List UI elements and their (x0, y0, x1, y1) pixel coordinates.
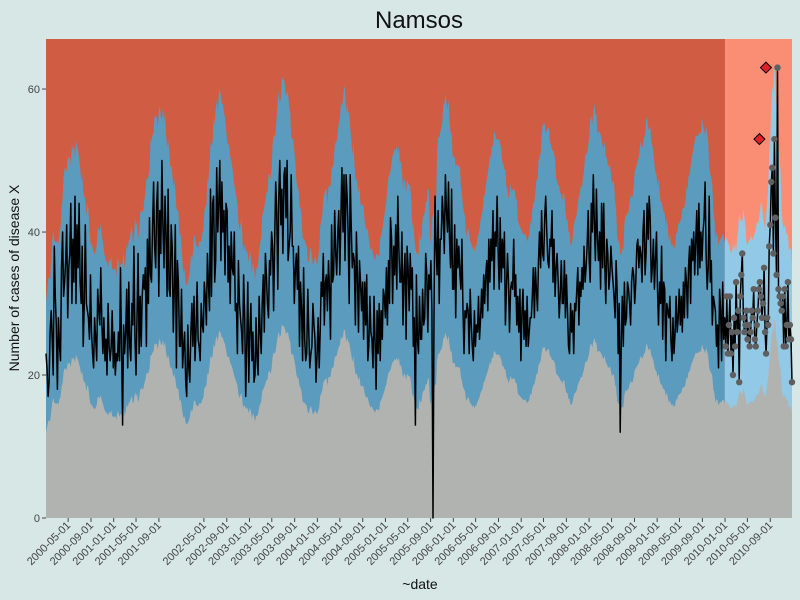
points-layer (722, 61, 796, 386)
current-data-point (777, 300, 784, 307)
current-data-point (781, 286, 788, 293)
current-data-point (767, 221, 774, 229)
y-axis-title: Number of cases of disease X (6, 184, 22, 371)
current-data-point (741, 328, 748, 336)
current-data-point (739, 250, 746, 257)
current-data-point (740, 314, 747, 321)
current-data-point (764, 314, 771, 321)
y-tick-label: 20 (28, 370, 40, 382)
current-data-point (722, 343, 729, 350)
current-data-point (766, 243, 773, 250)
current-data-point (773, 271, 780, 279)
current-data-point (786, 321, 794, 329)
current-data-point (782, 343, 789, 350)
series-line (45, 66, 793, 519)
current-data-point (747, 328, 754, 336)
current-data-point (727, 350, 735, 357)
x-axis-title: ~date (402, 576, 438, 592)
current-data-point (761, 328, 769, 336)
current-data-point (730, 314, 738, 321)
y-tick-label: 60 (28, 84, 40, 96)
current-data-point (726, 293, 734, 300)
flagged-point (759, 61, 773, 74)
current-data-point (736, 379, 743, 386)
current-data-point (787, 336, 795, 343)
current-data-point (755, 286, 763, 293)
below-threshold-area (46, 324, 725, 518)
current-data-point (752, 343, 759, 350)
y-tick-label: 40 (28, 227, 40, 239)
series-layer (45, 66, 793, 519)
current-data-point (731, 343, 739, 350)
current-data-point (765, 321, 772, 329)
y-axis: 0 20 40 60 (28, 84, 46, 525)
current-data-point (774, 64, 781, 71)
current-data-point (725, 321, 733, 329)
current-data-point (735, 307, 742, 314)
current-data-point (745, 321, 752, 329)
current-data-point (759, 300, 767, 307)
x-axis: 2000-05-012000-09-012001-01-012001-05-01… (25, 518, 775, 568)
current-data-point (775, 286, 782, 293)
current-data-point (768, 178, 775, 186)
current-data-point (751, 336, 758, 343)
current-data-point (784, 278, 792, 286)
flagged-point (753, 132, 766, 146)
current-data-point (732, 278, 740, 286)
current-data-point (744, 336, 751, 343)
current-data-point (769, 164, 776, 171)
current-data-point (756, 278, 764, 286)
current-data-point (772, 214, 779, 221)
current-data-point (758, 314, 766, 321)
current-data-point (788, 379, 796, 386)
chart-title: Namsos (374, 7, 464, 34)
current-data-point (770, 250, 777, 257)
current-data-point (760, 264, 768, 271)
current-data-point (748, 307, 755, 314)
current-data-point (779, 293, 786, 300)
below-threshold-area-current (724, 318, 792, 518)
current-data-point (728, 328, 736, 336)
current-data-point (737, 293, 744, 300)
current-data-point (738, 271, 745, 279)
y-tick-label: 0 (34, 513, 40, 525)
current-data-point (750, 286, 757, 293)
current-data-point (771, 135, 778, 143)
current-data-point (757, 293, 765, 300)
current-data-point (746, 343, 753, 350)
current-data-point (734, 328, 741, 336)
current-data-point (729, 371, 737, 379)
current-data-point (743, 307, 750, 314)
current-data-point (749, 314, 756, 321)
current-data-point (778, 307, 785, 314)
current-data-point (754, 307, 762, 314)
current-data-point (762, 350, 770, 357)
current-data-point (753, 321, 760, 329)
